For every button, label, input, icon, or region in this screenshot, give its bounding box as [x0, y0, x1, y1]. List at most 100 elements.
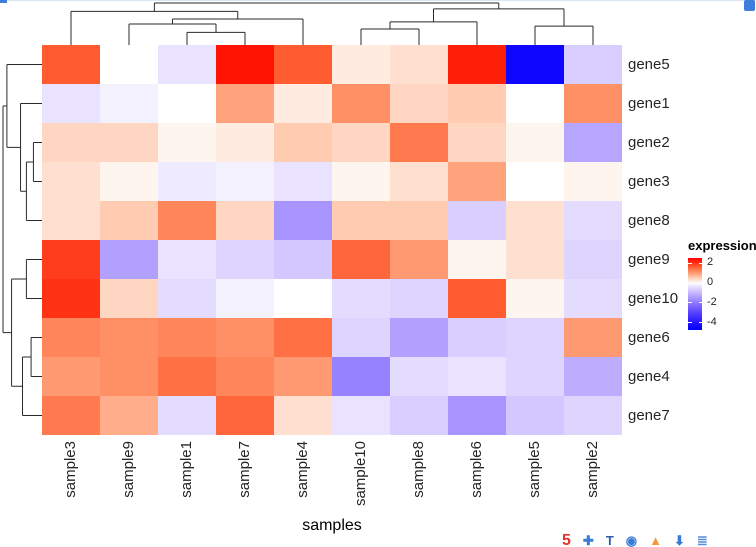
heatmap-cell — [158, 201, 216, 240]
col-label-cell: sample3 — [42, 441, 100, 506]
heatmap-cell — [42, 318, 100, 357]
heatmap-cell — [448, 123, 506, 162]
heatmap-cell — [216, 84, 274, 123]
col-label-cell: sample8 — [390, 441, 448, 506]
heatmap-cell — [506, 396, 564, 435]
heatmap-cell — [42, 45, 100, 84]
heatmap-cell — [274, 396, 332, 435]
browser-corner-icon[interactable] — [744, 0, 755, 11]
window-corner-fragment — [0, 0, 7, 3]
heatmap-cell — [564, 240, 622, 279]
heatmap-cell — [448, 84, 506, 123]
x-axis-title: samples — [302, 517, 362, 534]
heatmap-cell — [448, 240, 506, 279]
heatmap-cell — [274, 318, 332, 357]
heatmap-cell — [158, 240, 216, 279]
col-label: sample5 — [526, 441, 544, 498]
heatmap-cell — [42, 396, 100, 435]
heatmap-cell — [100, 45, 158, 84]
heatmap-cell — [42, 279, 100, 318]
heatmap-cell — [506, 357, 564, 396]
heatmap-cell — [100, 162, 158, 201]
heatmap-cell — [100, 123, 158, 162]
heatmap-cell — [216, 396, 274, 435]
heatmap-cell — [390, 45, 448, 84]
heatmap-cell — [390, 357, 448, 396]
heatmap-cell — [158, 123, 216, 162]
orange-triangle-icon[interactable]: ▲ — [649, 534, 662, 547]
legend-tick-mark — [698, 302, 702, 304]
row-axis-labels: gene5 gene1 gene2 gene3 gene8 gene9 gene10 gene… — [628, 45, 678, 435]
heatmap-cell — [100, 240, 158, 279]
legend-tick-mark — [698, 322, 702, 324]
blue-t-icon[interactable]: T — [605, 534, 614, 547]
heatmap-cell — [564, 279, 622, 318]
heatmap-cell — [274, 240, 332, 279]
col-label: sample10 — [352, 441, 370, 507]
heatmap-cell — [506, 318, 564, 357]
heatmap-cell — [506, 45, 564, 84]
heatmap-cell — [564, 123, 622, 162]
heatmap-cell — [506, 84, 564, 123]
legend-tick-mark — [688, 302, 692, 304]
heatmap-cell — [100, 396, 158, 435]
heatmap-cell — [448, 201, 506, 240]
heatmap-cell — [274, 123, 332, 162]
heatmap-cell — [332, 240, 390, 279]
heatmap-cell — [158, 396, 216, 435]
legend-gradient-bar — [688, 258, 702, 330]
heatmap-cell — [100, 84, 158, 123]
download-icon[interactable]: ⬇ — [673, 534, 685, 547]
column-dendrogram — [70, 2, 594, 45]
red-logo-icon[interactable]: 5 — [562, 534, 571, 547]
heatmap-cell — [564, 45, 622, 84]
blue-plus-icon[interactable]: ✚ — [582, 534, 594, 547]
globe-icon[interactable]: ◉ — [625, 534, 638, 547]
heatmap-cell — [564, 162, 622, 201]
menu-icon[interactable]: ≣ — [696, 534, 708, 547]
row-label: gene1 — [628, 95, 670, 112]
heatmap-cell — [506, 123, 564, 162]
heatmap-cell — [42, 84, 100, 123]
heatmap-cell — [42, 201, 100, 240]
heatmap-cell — [216, 123, 274, 162]
heatmap-cell — [506, 162, 564, 201]
row-label: gene5 — [628, 56, 670, 73]
heatmap-cell — [42, 123, 100, 162]
heatmap-cell — [332, 45, 390, 84]
heatmap-cell — [332, 318, 390, 357]
heatmap-cell — [390, 240, 448, 279]
heatmap-cell — [390, 318, 448, 357]
heatmap-cell — [216, 279, 274, 318]
heatmap-cell — [448, 45, 506, 84]
row-label: gene9 — [628, 251, 670, 268]
col-label: sample8 — [410, 441, 428, 498]
heatmap-cell — [564, 357, 622, 396]
heatmap-cell — [448, 357, 506, 396]
legend-tick-label: -2 — [707, 295, 717, 308]
heatmap-cell — [216, 357, 274, 396]
heatmap-cell — [506, 201, 564, 240]
heatmap-cell — [158, 84, 216, 123]
col-label: sample3 — [62, 441, 80, 498]
heatmap-cell — [216, 240, 274, 279]
legend-tick-label: -4 — [707, 315, 717, 328]
heatmap-cell — [216, 45, 274, 84]
heatmap-cell — [274, 357, 332, 396]
legend-title: expression — [688, 238, 756, 253]
legend-tick-mark — [688, 322, 692, 324]
col-label-cell: sample1 — [158, 441, 216, 506]
heatmap-cell — [216, 201, 274, 240]
heatmap-cell — [448, 279, 506, 318]
heatmap-cell — [158, 357, 216, 396]
heatmap-cell — [332, 123, 390, 162]
heatmap-cell — [158, 318, 216, 357]
heatmap-cell — [564, 84, 622, 123]
heatmap-cell — [332, 357, 390, 396]
heatmap-cell — [274, 162, 332, 201]
row-label: gene3 — [628, 173, 670, 190]
heatmap-cell — [390, 123, 448, 162]
heatmap-cell — [564, 318, 622, 357]
row-dendrogram — [2, 64, 42, 416]
